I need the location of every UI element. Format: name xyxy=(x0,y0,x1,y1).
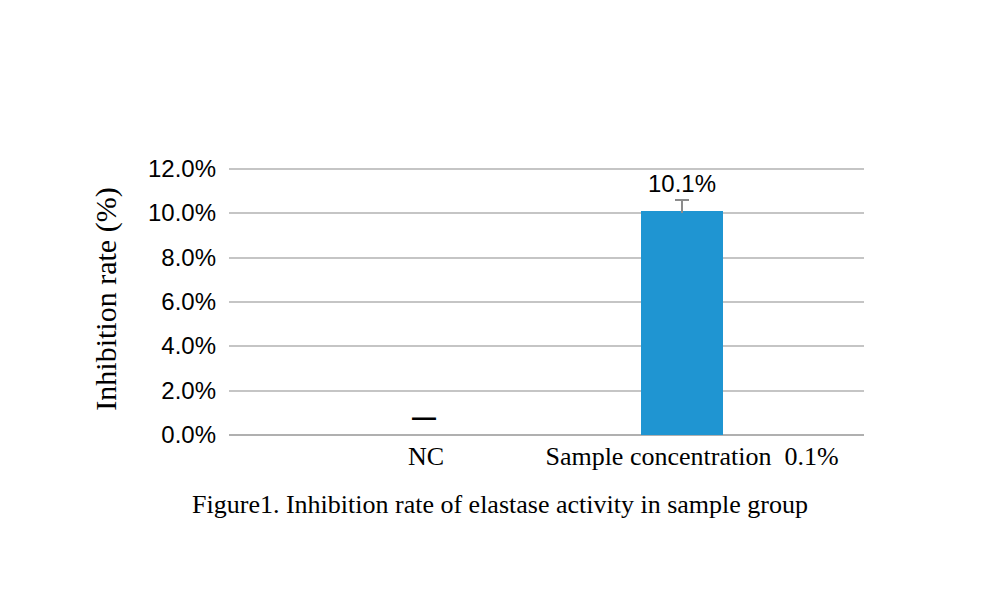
y-tick-label: 8.0% xyxy=(86,243,216,273)
error-bar-cap xyxy=(675,199,689,201)
gridline xyxy=(229,345,864,347)
x-axis-line xyxy=(229,434,864,436)
gridline xyxy=(229,390,864,392)
bar xyxy=(641,211,723,435)
y-tick-label: 2.0% xyxy=(86,376,216,406)
gridline xyxy=(229,257,864,259)
figure-caption: Figure1. Inhibition rate of elastase act… xyxy=(0,490,1000,520)
y-tick-label: 10.0% xyxy=(86,198,216,228)
bar-value-label: — xyxy=(324,402,524,432)
y-tick-label: 6.0% xyxy=(86,287,216,317)
x-axis-label: Sample concentration 0.1% xyxy=(442,440,942,474)
bar-value-label: 10.1% xyxy=(582,169,782,199)
figure-canvas: Inhibition rate (%) Figure1. Inhibition … xyxy=(0,0,1000,600)
gridline xyxy=(229,212,864,214)
y-tick-label: 4.0% xyxy=(86,331,216,361)
error-bar xyxy=(681,200,683,213)
gridline xyxy=(229,301,864,303)
y-tick-label: 12.0% xyxy=(86,154,216,184)
